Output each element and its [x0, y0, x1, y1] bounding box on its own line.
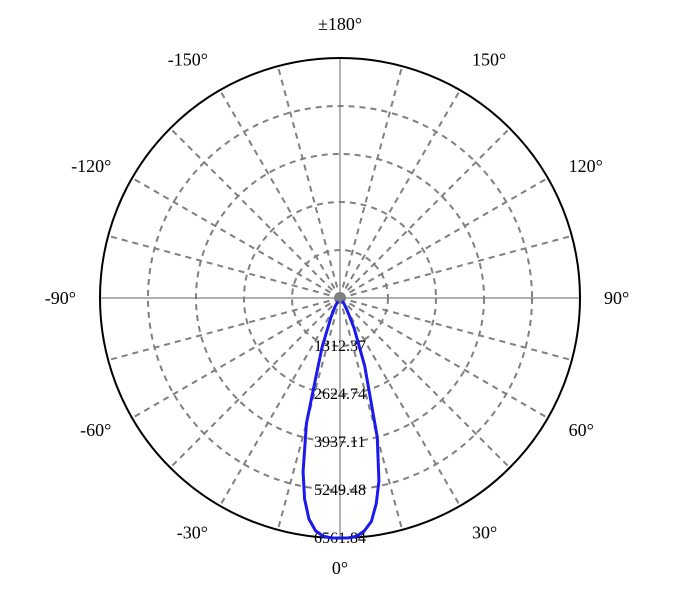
- radial-label: 3937.11: [314, 434, 365, 451]
- angle-label: 150°: [472, 49, 506, 69]
- angle-label: 90°: [604, 288, 629, 308]
- angle-label: ±180°: [318, 14, 362, 34]
- angle-label: 60°: [569, 420, 594, 440]
- angle-label: -90°: [45, 288, 76, 308]
- radial-label: 2624.74: [314, 386, 366, 403]
- center-dot: [336, 294, 344, 302]
- angle-label: -150°: [168, 49, 208, 69]
- angle-label: 120°: [569, 156, 603, 176]
- polar-chart: ±180° -150° -120° -90° -60° -30° 0° 30° 60° 90° 12…: [0, 0, 679, 591]
- angle-label: 0°: [332, 558, 348, 578]
- angle-label: -60°: [80, 420, 111, 440]
- radial-label: 5249.48: [314, 482, 366, 499]
- angle-label: 30°: [472, 523, 497, 543]
- angle-label: -30°: [177, 523, 208, 543]
- angle-label: -120°: [71, 156, 111, 176]
